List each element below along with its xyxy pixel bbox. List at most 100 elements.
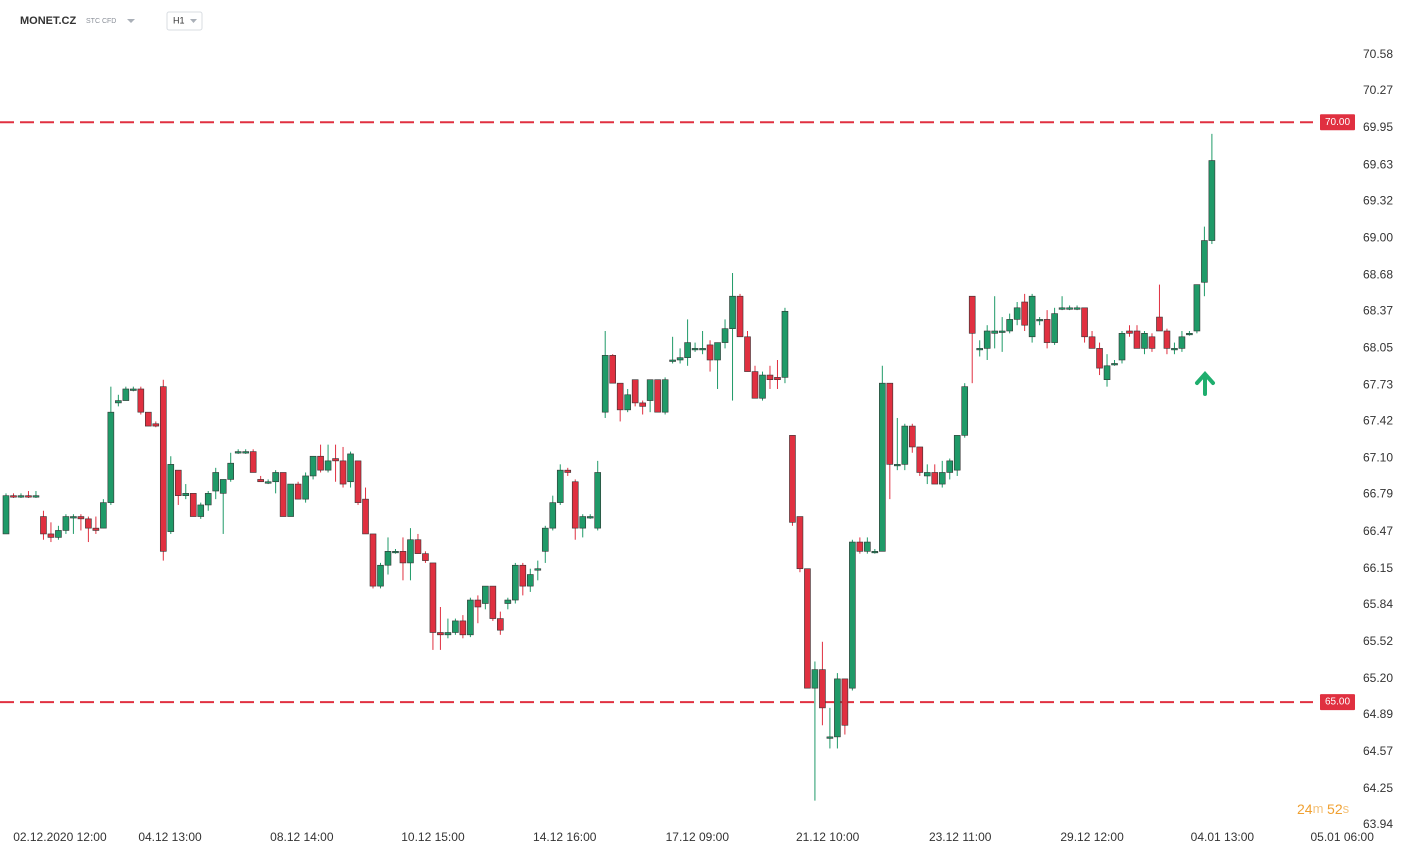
candle-body [519, 564, 527, 587]
x-tick-label: 10.12 15:00 [401, 830, 465, 844]
candle-body [452, 620, 459, 633]
level-label: 65.00 [1325, 697, 1350, 708]
candle-body [32, 495, 40, 498]
candle-body [1163, 330, 1171, 349]
candle-body [1073, 307, 1081, 310]
countdown: 24m 52s [1297, 801, 1350, 817]
y-tick-label: 68.05 [1363, 341, 1393, 355]
candle-body [691, 348, 699, 351]
candle-body [781, 310, 789, 378]
candle-body [25, 495, 32, 498]
candle-body [1006, 319, 1013, 332]
candle-body [234, 451, 242, 454]
candle-body [467, 599, 474, 636]
candle-body [70, 516, 77, 519]
candle-body [631, 379, 639, 404]
candle-body [998, 330, 1006, 333]
candle-body [212, 472, 220, 492]
candle-body [534, 568, 542, 571]
candle-body [549, 502, 557, 529]
timeframe-select[interactable] [166, 11, 203, 31]
candle-body [474, 599, 482, 608]
candle-body [1111, 363, 1118, 366]
candle-body [1051, 313, 1058, 343]
candle-body [938, 472, 946, 485]
candle-body [1193, 284, 1201, 332]
y-tick-label: 63.94 [1363, 817, 1393, 831]
candle-body [504, 599, 512, 604]
candle-body [444, 632, 452, 636]
candle-body [369, 533, 377, 587]
candle-body [459, 620, 467, 636]
candle-body [159, 386, 167, 552]
instrument-type: STC CFD [86, 18, 116, 25]
candle-body [1141, 333, 1148, 349]
candle-body [834, 678, 841, 738]
candle-body [879, 382, 886, 552]
candle-body [77, 516, 85, 520]
candle-body [654, 379, 661, 413]
level-label: 70.00 [1325, 117, 1350, 128]
level-label-box [1320, 114, 1355, 131]
candle-body [1013, 307, 1021, 320]
candle-body [17, 495, 25, 498]
candle-body [676, 357, 684, 361]
candle-body [279, 472, 287, 517]
x-tick-label: 04.01 13:00 [1191, 830, 1255, 844]
candle-body [10, 495, 17, 498]
candle-body [2, 495, 10, 535]
plot-area: 70.58 70.27 69.95 69.63 69.32 69.00 68.68 68.37… [0, 47, 1393, 844]
candle-body [92, 527, 100, 531]
candle-body [264, 481, 272, 484]
countdown-seconds-unit: s [1343, 801, 1350, 816]
symbol-dropdown[interactable] [127, 19, 135, 23]
candle-body [167, 464, 175, 532]
x-tick-label: 05.01 06:00 [1311, 830, 1375, 844]
candle-body [639, 402, 646, 407]
candle-body [841, 678, 849, 726]
candle-body [923, 472, 931, 477]
x-tick-label: 23.12 11:00 [929, 830, 992, 844]
candle-body [309, 455, 317, 477]
candle-body [594, 472, 602, 529]
candle-body [1178, 336, 1186, 349]
candle-body [1171, 348, 1178, 351]
candle-body [354, 460, 362, 503]
candle-body [100, 502, 107, 529]
candle-body [751, 371, 759, 399]
countdown-minutes: 24 [1297, 801, 1313, 817]
candle-body [122, 388, 130, 401]
candle-body [1066, 307, 1073, 310]
y-tick-label: 68.68 [1363, 268, 1393, 282]
candle-body [804, 568, 811, 689]
candle-body [242, 451, 249, 454]
candle-body [137, 388, 145, 413]
candle-body [1043, 319, 1051, 343]
candle-body [736, 295, 744, 338]
candle-body [1081, 307, 1088, 338]
candle-body [961, 386, 969, 436]
y-tick-label: 66.47 [1363, 524, 1393, 538]
candle-body [774, 377, 781, 380]
candle-body [849, 541, 856, 689]
candle-body [429, 562, 437, 633]
y-tick-label: 65.20 [1363, 671, 1393, 685]
candle-body [497, 618, 504, 631]
candle-body [646, 379, 654, 401]
candle-body [721, 328, 729, 343]
candle-body [62, 516, 70, 531]
candle-body [1133, 330, 1141, 349]
candle-body [257, 479, 264, 483]
candle-body [811, 669, 819, 689]
candle-body [1126, 330, 1133, 334]
candle-body [759, 374, 766, 399]
candle-body [437, 632, 444, 636]
candle-body [407, 539, 414, 564]
candle-body [826, 736, 834, 739]
candle-body [174, 469, 182, 496]
candle-body [347, 453, 354, 483]
candle-body [1036, 319, 1043, 322]
candle-body [908, 425, 916, 448]
candle-body [512, 564, 519, 601]
candle-body [586, 516, 594, 519]
